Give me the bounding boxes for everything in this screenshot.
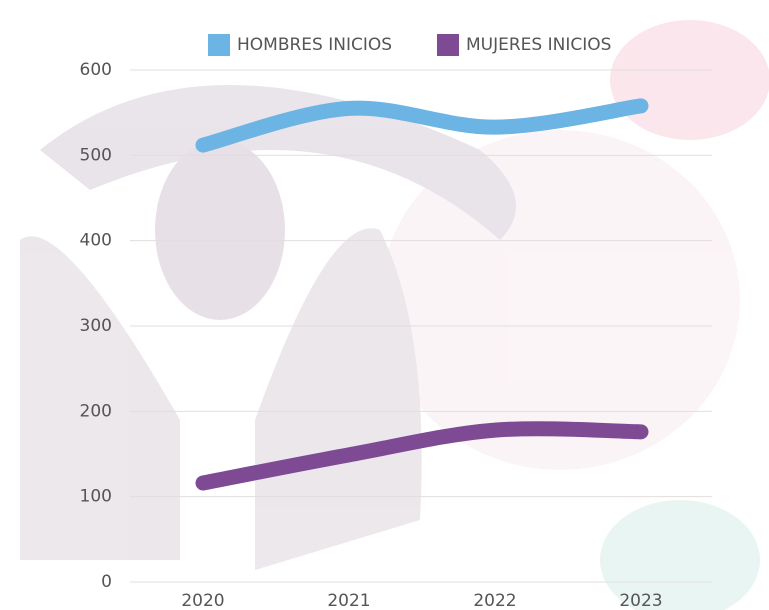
y-tick-label: 400 [80,231,112,251]
x-tick-label: 2021 [327,591,370,610]
legend-swatch [208,34,230,56]
y-tick-label: 300 [80,316,112,336]
y-tick-label: 200 [80,401,112,421]
x-tick-label: 2023 [619,591,662,610]
y-tick-label: 500 [80,145,112,165]
y-tick-label: 600 [80,60,112,80]
chart: 0 100 200 300 400 500 600 2020 2021 2022 2023 HOMBR… [0,0,769,610]
y-tick-label: 100 [80,487,112,507]
x-tick-label: 2020 [181,591,224,610]
legend-label: HOMBRES INICIOS [237,35,392,55]
y-tick-label: 0 [101,572,112,592]
legend-swatch [437,34,459,56]
legend-label: MUJERES INICIOS [466,35,611,55]
x-tick-label: 2022 [473,591,516,610]
